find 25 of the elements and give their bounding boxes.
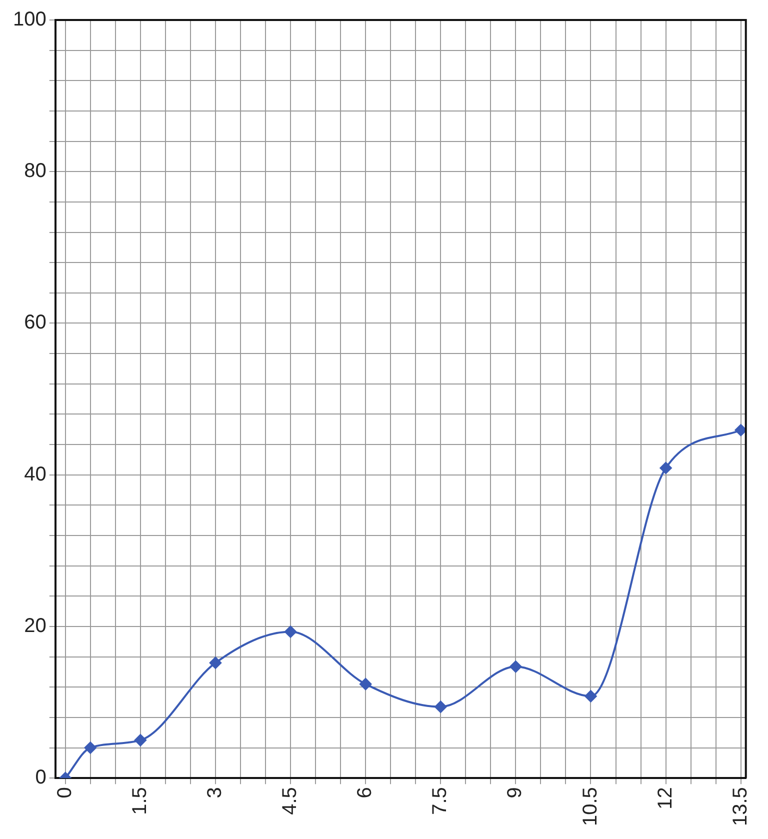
x-tick-label: 1.5	[128, 787, 151, 815]
point	[360, 678, 372, 690]
x-tick-label: 12	[654, 787, 676, 810]
x-tick-label: 3	[204, 787, 226, 798]
y-tick-label: 100	[12, 8, 46, 31]
point	[510, 660, 522, 673]
x-tick-label: 0	[54, 787, 76, 798]
x-tick-label: 10.5	[579, 787, 602, 826]
y-tick-label: 60	[24, 312, 46, 334]
x-tick-label: 7.5	[429, 787, 452, 815]
point	[209, 656, 222, 669]
x-tick-label: 9	[504, 787, 526, 798]
y-tick-label: 20	[24, 614, 46, 637]
x-tick-label: 6	[354, 787, 376, 798]
point	[584, 690, 597, 702]
x-tick-label: 13.5	[729, 787, 752, 826]
point	[84, 742, 96, 754]
y-tick-label: 40	[24, 463, 46, 486]
point	[660, 462, 672, 474]
point	[284, 626, 297, 638]
point	[734, 424, 746, 436]
x-tick-label: 4.5	[279, 787, 302, 815]
point	[434, 700, 447, 713]
point	[134, 734, 146, 746]
y-tick-label: 80	[24, 160, 46, 182]
